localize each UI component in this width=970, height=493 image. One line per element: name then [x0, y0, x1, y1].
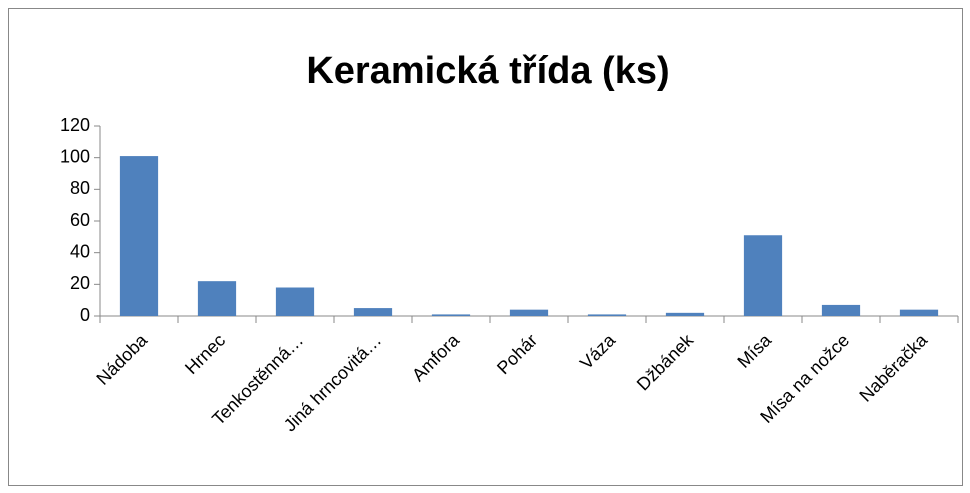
- chart-title: Keramická třída (ks): [306, 50, 669, 92]
- y-tick-label: 40: [70, 241, 90, 261]
- bar: [821, 304, 861, 316]
- y-tick-label: 80: [70, 178, 90, 198]
- y-tick-label: 0: [80, 305, 90, 325]
- bar: [743, 235, 783, 316]
- y-tick-label: 120: [60, 115, 90, 135]
- bar: [509, 309, 549, 316]
- bar: [197, 281, 237, 316]
- y-tick-label: 20: [70, 273, 90, 293]
- y-tick-label: 100: [60, 146, 90, 166]
- chart-border: [8, 8, 963, 486]
- bar: [431, 314, 471, 316]
- bar: [119, 156, 159, 316]
- y-tick-label: 60: [70, 210, 90, 230]
- bar: [587, 314, 627, 316]
- bar: [353, 308, 393, 316]
- bar: [665, 312, 705, 316]
- bar: [275, 287, 315, 316]
- bar: [899, 309, 939, 316]
